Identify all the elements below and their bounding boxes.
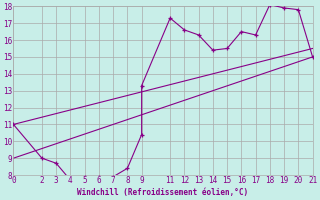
X-axis label: Windchill (Refroidissement éolien,°C): Windchill (Refroidissement éolien,°C) bbox=[77, 188, 249, 197]
